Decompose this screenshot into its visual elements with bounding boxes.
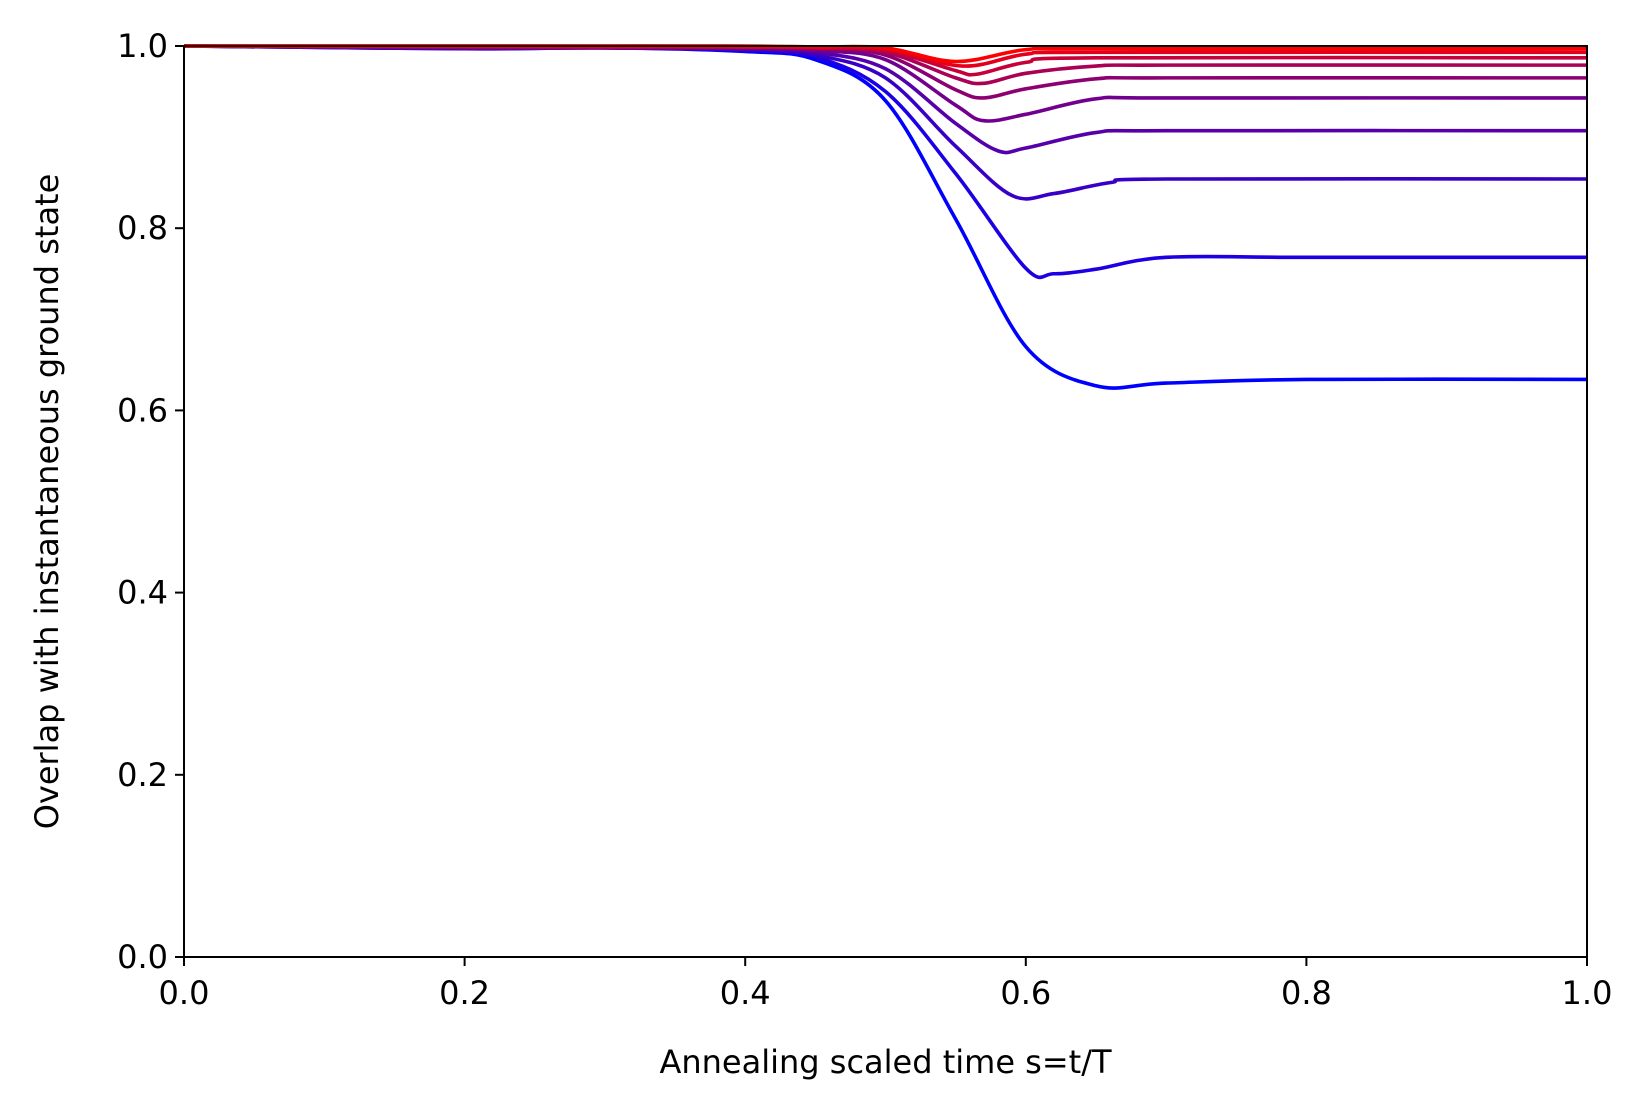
y-axis-label: Overlap with instantaneous ground state: [28, 174, 66, 830]
y-tick-label: 0.8: [117, 209, 168, 247]
x-tick-label: 0.0: [159, 974, 210, 1012]
y-tick-label: 0.4: [117, 574, 168, 612]
x-axis-ticks: 0.0 0.2 0.4 0.6 0.8 1.0: [159, 957, 1613, 1012]
y-axis-ticks: 0.0 0.2 0.4 0.6 0.8 1.0: [117, 27, 184, 976]
y-tick-label: 0.6: [117, 391, 168, 429]
y-tick-label: 0.2: [117, 756, 168, 794]
y-tick-label: 0.0: [117, 938, 168, 976]
series-line-2: [183, 44, 1587, 280]
x-tick-label: 0.8: [1281, 974, 1332, 1012]
x-tick-label: 0.2: [439, 974, 490, 1012]
plot-frame: [183, 45, 1588, 958]
y-tick-label: 1.0: [117, 27, 168, 65]
x-tick-label: 1.0: [1562, 974, 1613, 1012]
x-axis-label: Annealing scaled time s=t/T: [659, 1043, 1112, 1081]
x-tick-label: 0.6: [1000, 974, 1051, 1012]
series-layer: [183, 44, 1588, 390]
x-tick-label: 0.4: [720, 974, 771, 1012]
